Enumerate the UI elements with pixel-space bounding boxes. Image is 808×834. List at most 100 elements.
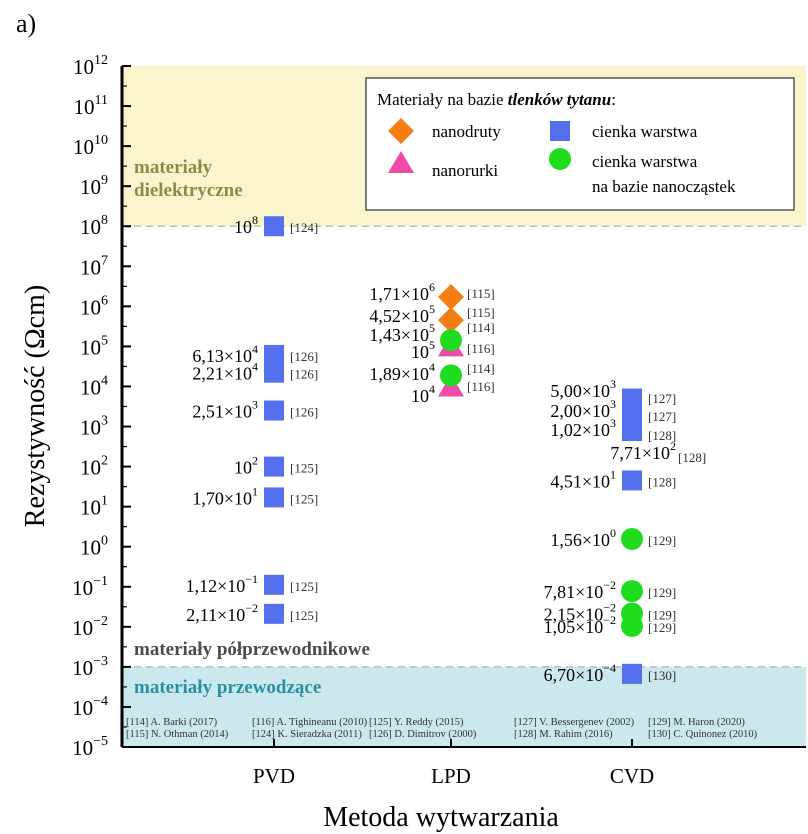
ref-label: [126] (290, 405, 318, 420)
footer-ref: [130] C. Quinonez (2010) (648, 729, 758, 740)
footer-ref: [115] N. Othman (2014) (126, 729, 229, 740)
ref-label: [129] (648, 585, 676, 600)
value-label: 108 (234, 213, 258, 237)
data-point-circle (440, 329, 462, 352)
ref-label: [128] (648, 428, 676, 443)
value-label: 104 (411, 382, 435, 406)
ref-label: [127] (648, 409, 676, 424)
data-point-circle (621, 580, 643, 603)
value-label: 1,89×104 (369, 360, 435, 384)
semiconducting-label: materiały półprzewodnikowe (134, 639, 370, 660)
ref-label: [125] (290, 608, 318, 623)
y-axis-title: Rezystywność (Ωcm) (20, 285, 51, 527)
ref-label: [116] (467, 379, 495, 394)
ref-label: [115] (467, 286, 495, 301)
ref-label: [126] (290, 367, 318, 382)
legend-label: cienka warstwa (592, 122, 698, 141)
panel-label: a) (16, 9, 36, 38)
footer-ref: [128] M. Rahim (2016) (514, 729, 613, 740)
ref-label: [114] (467, 361, 495, 376)
value-label: 6,70×10−4 (544, 661, 616, 685)
dielectric-label: materiały (134, 157, 213, 178)
ref-label: [125] (290, 579, 318, 594)
legend-box (365, 77, 795, 211)
data-point-circle (621, 614, 643, 637)
footer-ref: [126] D. Dimitrov (2000) (369, 729, 477, 740)
value-label: 7,71×102 (610, 439, 676, 463)
y-tick-label: 109 (80, 173, 108, 199)
data-point-square (264, 344, 284, 365)
value-label: 1,12×10−1 (186, 572, 258, 596)
legend-label: nanorurki (432, 161, 498, 180)
footer-ref: [124] K. Sieradzka (2011) (252, 729, 362, 740)
ref-label: [128] (678, 450, 706, 465)
value-label: 2,21×104 (192, 360, 258, 384)
ref-label: [129] (648, 620, 676, 635)
value-label: 1,02×103 (550, 416, 616, 440)
x-axis-title: Metoda wytwarzania (323, 802, 559, 833)
footer-ref: [114] A. Barki (2017) (126, 717, 218, 728)
legend-label: cienka warstwa (592, 152, 698, 171)
data-point-square (264, 216, 284, 237)
y-tick-label: 1010 (73, 133, 108, 159)
x-tick-label-cvd: CVD (610, 764, 654, 788)
value-label: 7,81×10−2 (544, 578, 616, 602)
ref-label: [124] (290, 220, 318, 235)
ref-label: [116] (467, 341, 495, 356)
data-point-square (264, 487, 284, 508)
y-tick-label: 10−2 (72, 614, 108, 640)
y-tick-label: 104 (80, 373, 108, 399)
y-tick-label: 10−4 (72, 694, 108, 720)
data-point-diamond (438, 284, 464, 311)
y-tick-label: 10−1 (72, 574, 108, 600)
value-label: 4,51×101 (550, 467, 616, 491)
ref-label: [125] (290, 461, 318, 476)
legend-marker-diamond (388, 118, 414, 144)
data-point-square (264, 603, 284, 624)
legend-title: Materiały na bazie tlenków tytanu: (377, 90, 616, 109)
conducting-label: materiały przewodzące (134, 677, 321, 698)
ref-label: [128] (648, 474, 676, 489)
legend-label-2: na bazie nanocząstek (592, 177, 736, 196)
ref-label: [127] (648, 391, 676, 406)
y-tick-label: 107 (80, 253, 108, 279)
legend-marker-circle (549, 148, 571, 170)
y-tick-label: 103 (80, 414, 108, 440)
value-label: 5,00×103 (550, 377, 616, 401)
footer-ref: [125] Y. Reddy (2015) (369, 717, 464, 728)
dielectric-label-2: dielektryczne (134, 180, 243, 201)
ref-label: [130] (648, 668, 676, 683)
data-point-square (622, 388, 642, 409)
y-tick-label: 105 (80, 333, 108, 359)
value-label: 102 (234, 454, 258, 478)
data-point-square (264, 400, 284, 421)
legend-marker-triangle (388, 151, 414, 173)
y-tick-label: 101 (80, 494, 108, 520)
legend-marker-square (550, 121, 570, 141)
value-label: 1,70×101 (192, 484, 258, 508)
ref-label: [129] (648, 608, 676, 623)
value-label: 2,15×10−2 (544, 601, 616, 625)
data-point-circle (621, 527, 643, 550)
value-label: 1,56×100 (550, 526, 616, 550)
footer-ref: [129] M. Haron (2020) (648, 717, 745, 728)
data-point-diamond (438, 307, 464, 334)
y-tick-label: 10−5 (72, 734, 108, 760)
conducting-region (122, 666, 806, 747)
y-tick-label: 106 (80, 293, 108, 319)
value-label: 2,51×103 (192, 398, 258, 422)
ref-label: [126] (290, 349, 318, 364)
value-label: 1,05×10−2 (544, 613, 616, 637)
legend-label: nanodruty (432, 122, 501, 141)
y-tick-label: 10−3 (72, 654, 108, 680)
value-label: 4,52×105 (369, 302, 435, 326)
y-tick-label: 100 (80, 534, 108, 560)
y-tick-label: 1012 (73, 53, 108, 79)
ref-label: [114] (467, 320, 495, 335)
data-point-square (622, 470, 642, 491)
value-label: 2,11×10−2 (186, 601, 258, 625)
ref-label: [125] (290, 491, 318, 506)
x-tick-label-pvd: PVD (253, 764, 295, 788)
value-label: 6,13×104 (192, 342, 258, 366)
